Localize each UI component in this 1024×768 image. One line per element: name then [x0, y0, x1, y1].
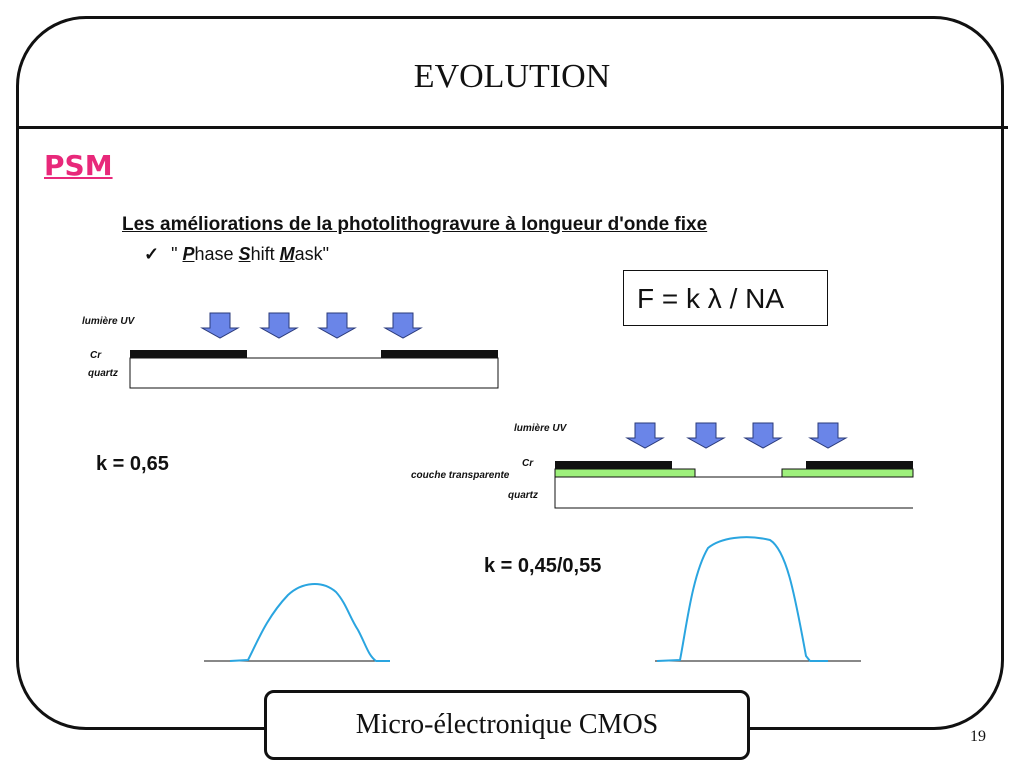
- d1-uv-arrows: [200, 312, 423, 339]
- intensity-profile-k065: [229, 583, 390, 662]
- d2-k-value: k = 0,45/0,55: [484, 555, 602, 577]
- d1-quartz-label: quartz: [88, 368, 118, 379]
- d1-uv-label: lumière UV: [82, 316, 135, 327]
- slide-title: EVOLUTION: [413, 58, 611, 95]
- bullet-letter-m: M: [279, 244, 295, 264]
- bullet-text-m: ask": [294, 244, 329, 264]
- footer-course-title: Micro-électronique CMOS: [264, 690, 750, 760]
- arrow-icon: [625, 422, 665, 449]
- arrow-icon: [259, 312, 299, 339]
- d1-k-value: k = 0,65: [96, 453, 169, 475]
- arrow-icon: [686, 422, 726, 449]
- arrow-icon: [383, 312, 423, 339]
- arrow-icon: [808, 422, 848, 449]
- d2-uv-label: lumière UV: [514, 423, 567, 434]
- arrow-icon: [317, 312, 357, 339]
- d2-quartz-substrate: [554, 476, 913, 509]
- bullet-letter-s: S: [238, 244, 251, 264]
- d2-transparent-left: [554, 468, 696, 478]
- bullet-quote-open: ": [171, 244, 183, 264]
- intensity-profile-k045: [656, 536, 828, 662]
- d2-cr-right: [806, 461, 913, 469]
- d2-transparent-right: [781, 468, 914, 478]
- d2-uv-arrows: [625, 422, 848, 449]
- d2-cr-left: [555, 461, 672, 469]
- d2-quartz-label: quartz: [508, 490, 538, 501]
- resolution-formula: F = k λ / NA: [623, 270, 828, 326]
- check-icon: ✓: [144, 244, 160, 264]
- d2-cr-label: Cr: [522, 458, 534, 469]
- d2-transparent-label: couche transparente: [411, 470, 510, 481]
- section-heading: PSM: [44, 149, 113, 182]
- bullet-letter-p: P: [182, 244, 195, 264]
- arrow-icon: [200, 312, 240, 339]
- arrow-icon: [743, 422, 783, 449]
- bullet-text-s: hift: [250, 244, 280, 264]
- d1-cr-right: [381, 350, 498, 358]
- bullet-text-p: hase: [194, 244, 239, 264]
- d1-cr-label: Cr: [90, 350, 102, 361]
- subtitle: Les améliorations de la photolithogravur…: [122, 214, 708, 235]
- d1-cr-left: [130, 350, 247, 358]
- d1-quartz-substrate: [129, 357, 499, 389]
- title-divider: [16, 126, 1008, 129]
- page-number: 19: [970, 728, 986, 745]
- bullet-phase-shift-mask: ✓ " Phase Shift Mask": [144, 244, 329, 265]
